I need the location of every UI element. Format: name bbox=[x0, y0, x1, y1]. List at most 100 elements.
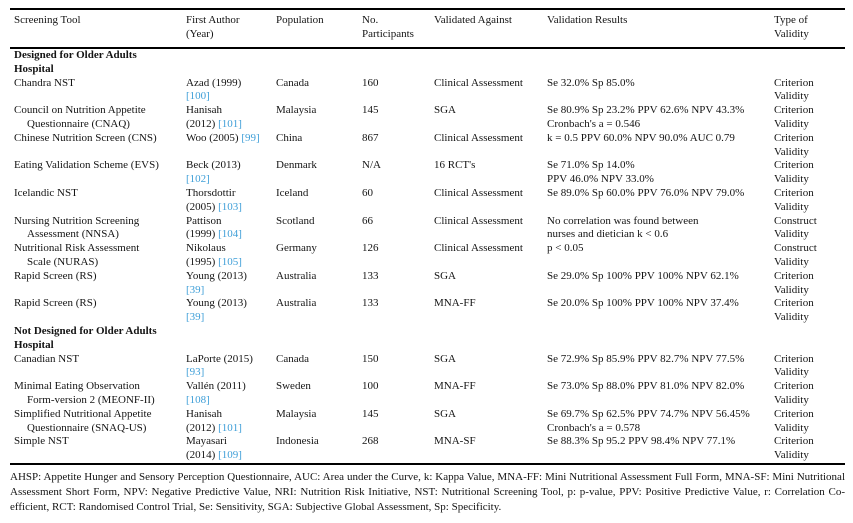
cell-validated-against: SGA bbox=[434, 104, 457, 117]
cell-validated-against: 16 RCT's bbox=[434, 159, 476, 172]
cell-first-author: Young (2013) [39] bbox=[182, 270, 272, 298]
cell-screening-tool: Nutritional Risk Assessment Scale (NURAS… bbox=[10, 242, 182, 270]
cell-validation-results: Se 73.0% Sp 88.0% PPV 81.0% NPV 82.0% bbox=[547, 380, 745, 393]
cell-validated-against: SGA bbox=[434, 352, 457, 365]
cell-population: Malaysia bbox=[276, 407, 317, 420]
screening-tool-name: Chinese Nutrition Screen (CNS) bbox=[14, 131, 157, 144]
section-header-row: Not Designed for Older Adults Hospital bbox=[10, 325, 845, 353]
cell-participants: N/A bbox=[362, 159, 381, 172]
cell-screening-tool: Simple NST bbox=[10, 435, 182, 464]
screening-tool-name: Eating Validation Scheme (EVS) bbox=[14, 159, 159, 172]
author-name: Mayasari (2014) bbox=[186, 435, 227, 462]
cell-first-author: Pattison (1999) [104] bbox=[182, 215, 272, 243]
citation-link[interactable]: [101] bbox=[218, 117, 242, 130]
citation-link[interactable]: [101] bbox=[218, 421, 242, 434]
cell-type-of-validity: Criterion Validity bbox=[774, 104, 814, 130]
screening-tool-name: Simple NST bbox=[14, 435, 69, 448]
screening-tool-name: Minimal Eating Observation Form-version … bbox=[14, 380, 155, 406]
citation-link[interactable]: [108] bbox=[186, 393, 210, 406]
table-row: Minimal Eating Observation Form-version … bbox=[10, 380, 845, 408]
screening-tool-name: Icelandic NST bbox=[14, 186, 78, 199]
cell-first-author: LaPorte (2015) [93] bbox=[182, 353, 272, 381]
cell-type-of-validity: Criterion Validity bbox=[774, 435, 814, 462]
cell-type-of-validity: Criterion Validity bbox=[774, 352, 814, 379]
cell-population: Australia bbox=[276, 297, 317, 310]
author-name: Nikolaus (1995) bbox=[186, 242, 226, 268]
table-row: Simplified Nutritional Appetite Question… bbox=[10, 408, 845, 436]
table-row: Eating Validation Scheme (EVS) Beck (2013… bbox=[10, 159, 845, 187]
column-header-screening-tool: Screening Tool bbox=[10, 9, 182, 49]
screening-tool-name: Council on Nutrition Appetite Questionna… bbox=[14, 104, 146, 130]
cell-validation-results: Se 32.0% Sp 85.0% bbox=[547, 76, 635, 89]
cell-validated-against: MNA-FF bbox=[434, 380, 476, 393]
cell-validation-results: No correlation was found between nurses … bbox=[547, 214, 699, 241]
cell-participants: 145 bbox=[362, 104, 379, 117]
author-name: Thorsdottir (2005) bbox=[186, 186, 236, 213]
cell-type-of-validity: Criterion Validity bbox=[774, 297, 814, 324]
citation-link[interactable]: [105] bbox=[218, 255, 242, 268]
table-row: Simple NST Mayasari (2014) [109] Indonesia… bbox=[10, 435, 845, 464]
cell-participants: 60 bbox=[362, 186, 373, 199]
screening-tool-name: Canadian NST bbox=[14, 352, 80, 365]
cell-participants: 160 bbox=[362, 76, 379, 89]
column-header-participants: No. Participants bbox=[358, 9, 430, 49]
cell-validated-against: Clinical Assessment bbox=[434, 186, 523, 199]
cell-population: Scotland bbox=[276, 214, 315, 227]
citation-link[interactable]: [93] bbox=[186, 366, 205, 379]
cell-validation-results: Se 20.0% Sp 100% PPV 100% NPV 37.4% bbox=[547, 297, 739, 310]
table-row: Nutritional Risk Assessment Scale (NURAS… bbox=[10, 242, 845, 270]
author-name: LaPorte (2015) bbox=[186, 352, 253, 365]
table-row: Canadian NST LaPorte (2015) [93] Canada 150… bbox=[10, 353, 845, 381]
cell-screening-tool: Simplified Nutritional Appetite Question… bbox=[10, 408, 182, 436]
author-name: Beck (2013) bbox=[186, 159, 241, 172]
cell-type-of-validity: Construct Validity bbox=[774, 242, 817, 268]
cell-validation-results: Se 80.9% Sp 23.2% PPV 62.6% NPV 43.3% Cr… bbox=[547, 104, 745, 130]
table-header-row: Screening Tool First Author (Year) Popul… bbox=[10, 9, 845, 49]
cell-participants: 126 bbox=[362, 242, 379, 255]
cell-screening-tool: Canadian NST bbox=[10, 353, 182, 381]
cell-type-of-validity: Criterion Validity bbox=[774, 76, 814, 103]
cell-validation-results: Se 88.3% Sp 95.2 PPV 98.4% NPV 77.1% bbox=[547, 435, 736, 448]
cell-first-author: Azad (1999) [100] bbox=[182, 77, 272, 105]
author-name: Azad (1999) bbox=[186, 76, 242, 89]
author-name: Hanisah (2012) bbox=[186, 104, 223, 130]
column-header-validated-against: Validated Against bbox=[430, 9, 543, 49]
cell-screening-tool: Rapid Screen (RS) bbox=[10, 270, 182, 298]
cell-screening-tool: Chinese Nutrition Screen (CNS) bbox=[10, 132, 182, 160]
cell-validation-results: Se 69.7% Sp 62.5% PPV 74.7% NPV 56.45% C… bbox=[547, 407, 750, 434]
cell-participants: 268 bbox=[362, 435, 379, 448]
citation-link[interactable]: [100] bbox=[186, 90, 210, 103]
table-row: Chinese Nutrition Screen (CNS) Woo (2005)… bbox=[10, 132, 845, 160]
cell-validated-against: SGA bbox=[434, 407, 457, 420]
cell-participants: 867 bbox=[362, 131, 379, 144]
cell-validation-results: p < 0.05 bbox=[547, 242, 584, 255]
table-row: Icelandic NST Thorsdottir (2005) [103] Ice… bbox=[10, 187, 845, 215]
cell-first-author: Hanisah (2012) [101] bbox=[182, 104, 272, 132]
cell-first-author: Hanisah (2012) [101] bbox=[182, 408, 272, 436]
table-row: Council on Nutrition Appetite Questionna… bbox=[10, 104, 845, 132]
citation-link[interactable]: [39] bbox=[186, 311, 205, 324]
cell-screening-tool: Eating Validation Scheme (EVS) bbox=[10, 159, 182, 187]
citation-link[interactable]: [39] bbox=[186, 283, 205, 296]
screening-tool-name: Chandra NST bbox=[14, 76, 75, 89]
cell-screening-tool: Minimal Eating Observation Form-version … bbox=[10, 380, 182, 408]
cell-participants: 133 bbox=[362, 269, 379, 282]
table-body: Designed for Older Adults Hospital Chandr… bbox=[10, 48, 845, 464]
cell-type-of-validity: Criterion Validity bbox=[774, 380, 814, 406]
cell-population: Denmark bbox=[276, 159, 317, 172]
cell-screening-tool: Nursing Nutrition Screening Assessment (… bbox=[10, 215, 182, 243]
citation-link[interactable]: [99] bbox=[241, 131, 260, 144]
cell-validation-results: Se 29.0% Sp 100% PPV 100% NPV 62.1% bbox=[547, 269, 739, 282]
citation-link[interactable]: [104] bbox=[218, 228, 242, 241]
citation-link[interactable]: [109] bbox=[218, 449, 242, 462]
author-name: Young (2013) bbox=[186, 269, 247, 282]
citation-link[interactable]: [103] bbox=[218, 200, 242, 213]
cell-first-author: Vallén (2011) [108] bbox=[182, 380, 272, 408]
cell-validated-against: SGA bbox=[434, 269, 457, 282]
cell-first-author: Thorsdottir (2005) [103] bbox=[182, 187, 272, 215]
author-name: Pattison (1999) bbox=[186, 214, 222, 241]
section-header-row: Designed for Older Adults Hospital bbox=[10, 48, 845, 77]
cell-population: Indonesia bbox=[276, 435, 319, 448]
citation-link[interactable]: [102] bbox=[186, 173, 210, 186]
